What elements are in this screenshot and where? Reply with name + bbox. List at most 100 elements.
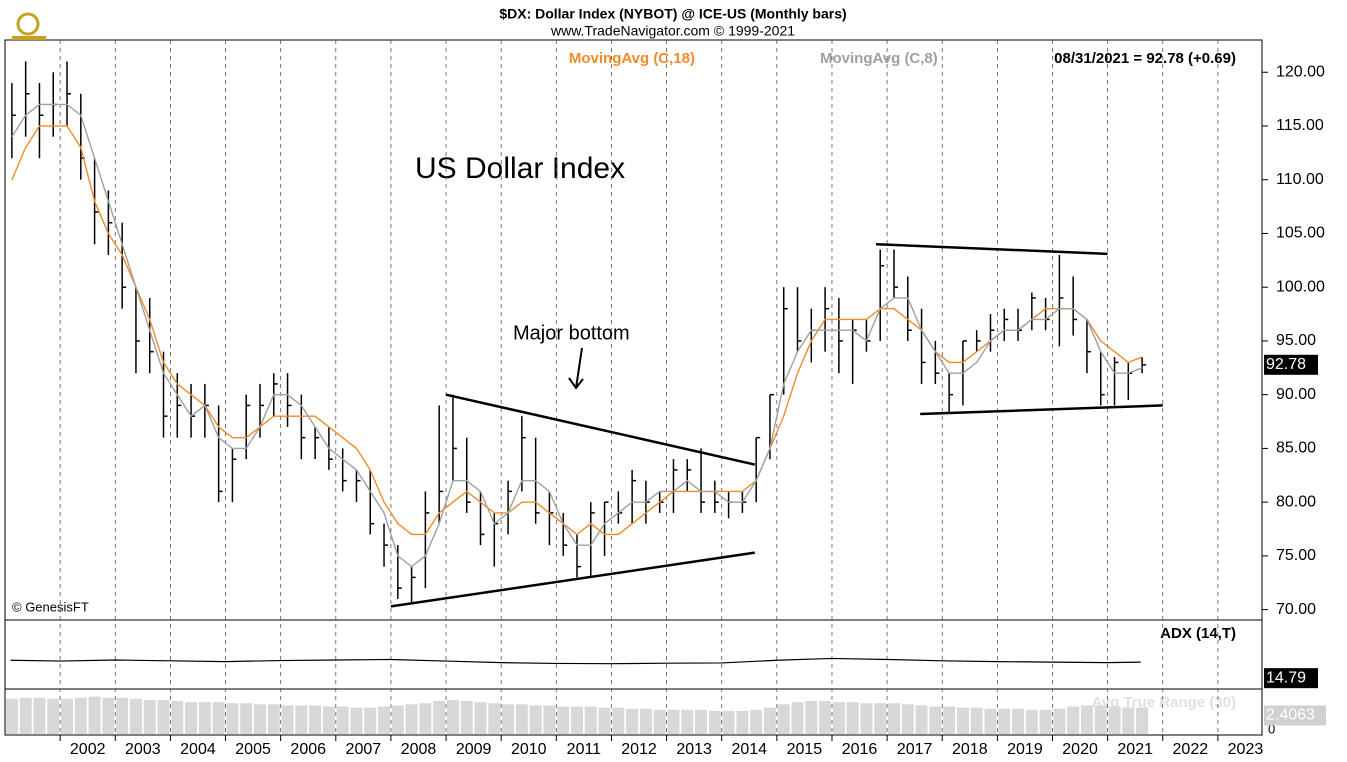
x-tick-label: 2019: [1007, 741, 1043, 758]
atr-bar: [1136, 707, 1149, 734]
atr-bar: [626, 708, 639, 734]
atr-bar: [267, 704, 280, 734]
atr-bar: [805, 701, 818, 734]
atr-bar: [61, 698, 74, 734]
moving-average: [11, 125, 1143, 536]
y-tick-label: 80.00: [1276, 493, 1316, 510]
atr-bar: [653, 709, 666, 734]
atr-bar: [253, 704, 266, 734]
arrow: [568, 347, 584, 390]
last-value-label: 92.78: [1266, 356, 1306, 373]
indicator-label: Avg True Range (30): [1092, 694, 1236, 711]
y-tick-label: 105.00: [1276, 225, 1325, 242]
atr-bar: [74, 697, 87, 734]
x-tick-label: 2013: [676, 741, 712, 758]
adx-value-label: 14.79: [1266, 669, 1306, 686]
atr-bar: [1108, 706, 1121, 734]
atr-bar: [846, 702, 859, 734]
y-tick-label: 120.00: [1276, 63, 1325, 80]
legend-entry: MovingAvg (C,18): [569, 50, 695, 67]
atr-bar: [956, 707, 969, 734]
atr-bar: [88, 696, 101, 734]
y-tick-label: 95.00: [1276, 332, 1316, 349]
legend-entry: MovingAvg (C,8): [820, 50, 938, 67]
chart-title: $DX: Dollar Index (NYBOT) @ ICE-US (Mont…: [499, 6, 846, 22]
atr-bar: [860, 703, 873, 734]
trendline: [390, 551, 755, 608]
atr-bar: [943, 706, 956, 734]
annotation: Major bottom: [513, 322, 630, 344]
atr-bar: [722, 710, 735, 734]
trendline: [920, 404, 1163, 416]
atr-bar: [185, 702, 198, 734]
atr-bar: [295, 705, 308, 734]
atr-bar: [819, 701, 832, 734]
atr-bar: [364, 707, 377, 734]
atr-bar: [502, 704, 515, 734]
y-tick-label: 70.00: [1276, 601, 1316, 618]
atr-bar: [515, 704, 528, 734]
y-tick-label: 85.00: [1276, 440, 1316, 457]
atr-bar: [639, 708, 652, 734]
atr-bar: [736, 710, 749, 734]
x-tick-label: 2011: [567, 741, 602, 758]
atr-bar: [1094, 705, 1107, 734]
atr-bar: [557, 706, 570, 734]
atr-bar: [1012, 708, 1025, 734]
atr-bar: [129, 698, 142, 734]
y-tick-label: 115.00: [1276, 117, 1324, 134]
atr-bar: [116, 697, 129, 734]
atr-bar: [681, 709, 694, 734]
atr-value-label: 2.4063: [1266, 707, 1315, 724]
atr-bar: [488, 703, 501, 734]
x-tick-label: 2022: [1173, 741, 1209, 758]
x-tick-label: 2008: [401, 741, 437, 758]
atr-bar: [570, 706, 583, 734]
x-tick-label: 2020: [1062, 741, 1098, 758]
moving-average: [11, 103, 1143, 568]
x-tick-label: 2010: [511, 741, 547, 758]
last-value-box: [1264, 354, 1318, 375]
atr-bar: [47, 698, 60, 734]
x-tick-label: 2004: [180, 741, 216, 758]
x-tick-label: 2007: [346, 741, 382, 758]
atr-bar: [970, 707, 983, 734]
x-tick-label: 2021: [1117, 741, 1153, 758]
annotation: US Dollar Index: [415, 152, 625, 185]
adx-value-box: [1264, 668, 1318, 689]
atr-bar: [901, 704, 914, 734]
x-tick-label: 2012: [621, 741, 657, 758]
x-tick-label: 2003: [125, 741, 161, 758]
x-tick-label: 2016: [842, 741, 878, 758]
y-tick-label: 100.00: [1276, 278, 1325, 295]
chart-subtitle: www.TradeNavigator.com © 1999-2021: [550, 23, 795, 39]
atr-bar: [198, 702, 211, 734]
trendline: [876, 242, 1108, 256]
atr-bar: [171, 701, 184, 734]
atr-bar: [1067, 706, 1080, 734]
atr-bar: [543, 705, 556, 734]
atr-bar: [33, 697, 46, 734]
atr-bar: [708, 710, 721, 734]
atr-bar: [598, 707, 611, 734]
y-tick-label: 110.00: [1276, 171, 1324, 188]
x-tick-label: 2023: [1228, 741, 1264, 758]
atr-bar: [322, 706, 335, 734]
atr-bar: [212, 702, 225, 734]
atr-bar: [1053, 708, 1066, 734]
x-tick-label: 2015: [787, 741, 823, 758]
logo: [12, 12, 46, 40]
x-tick-label: 2009: [456, 741, 492, 758]
trendline: [445, 393, 756, 466]
atr-bar: [460, 701, 473, 734]
atr-bar: [695, 709, 708, 734]
atr-bar: [584, 706, 597, 734]
x-tick-label: 2014: [731, 741, 767, 758]
copyright: © GenesisFT: [12, 599, 89, 614]
x-tick-label: 2005: [235, 741, 271, 758]
atr-bar: [529, 705, 542, 734]
status-text: 08/31/2021 = 92.78 (+0.69): [1054, 50, 1236, 67]
atr-bar: [309, 705, 322, 734]
x-tick-label: 2017: [897, 741, 933, 758]
